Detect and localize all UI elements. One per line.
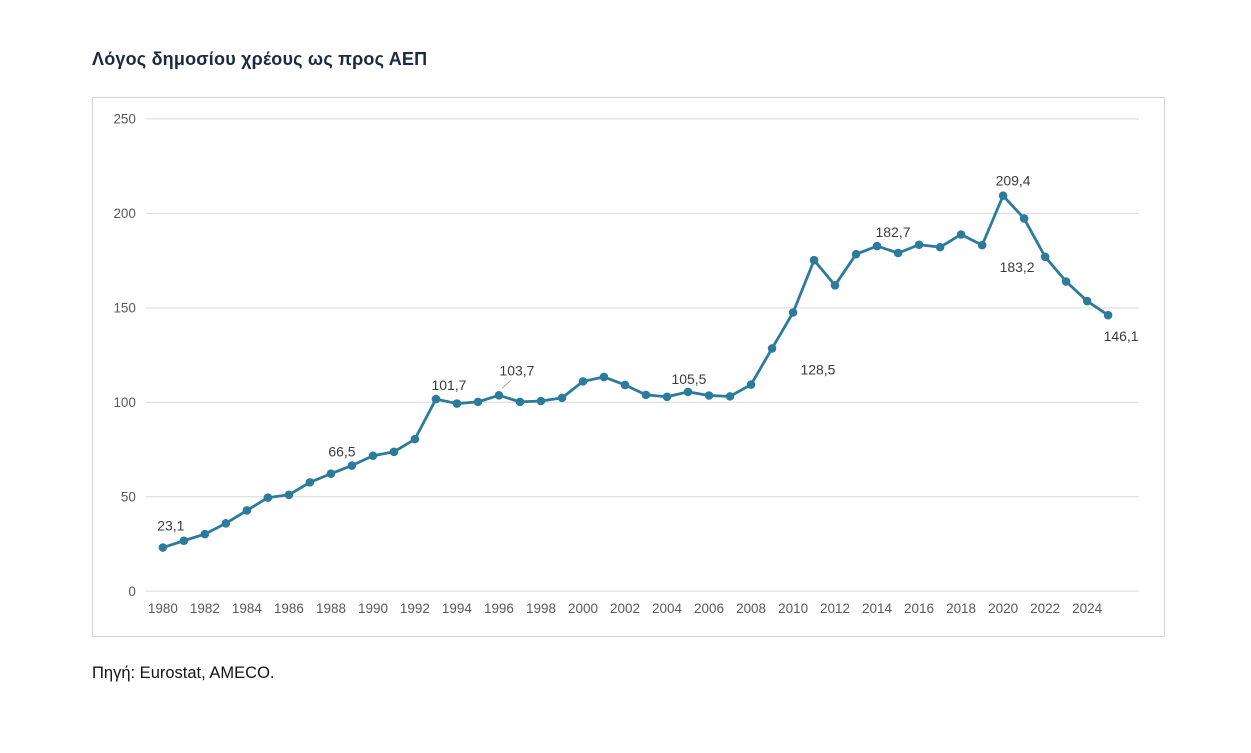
data-point (284, 490, 294, 500)
y-tick-label: 0 (128, 584, 135, 599)
data-point (599, 372, 609, 382)
data-label: 183,2 (1000, 259, 1035, 275)
y-tick-label: 50 (121, 490, 136, 505)
source-note: Πηγή: Eurostat, AMECO. (92, 664, 275, 682)
data-point (200, 529, 210, 539)
data-point (704, 391, 714, 400)
data-point (956, 230, 966, 239)
data-point (557, 393, 567, 403)
data-point (263, 493, 273, 502)
data-point (473, 397, 483, 407)
data-point (788, 308, 798, 317)
data-point (830, 281, 840, 290)
x-tick-label: 1984 (232, 601, 262, 616)
data-point (221, 519, 231, 528)
data-point (998, 191, 1008, 200)
data-label: 105,5 (672, 371, 707, 387)
x-tick-label: 2002 (610, 601, 640, 616)
data-point (158, 543, 168, 552)
data-point (893, 248, 903, 258)
data-point (347, 461, 357, 470)
data-point (578, 377, 588, 386)
data-point (914, 240, 924, 250)
x-tick-label: 1980 (148, 601, 178, 616)
data-point (410, 434, 420, 444)
data-label: 101,7 (431, 377, 466, 393)
x-tick-label: 2022 (1030, 601, 1060, 616)
data-label: 209,4 (996, 173, 1031, 189)
data-point (452, 399, 462, 408)
data-point (431, 394, 441, 404)
label-leader-line (501, 379, 512, 389)
data-label: 66,5 (328, 444, 355, 460)
x-tick-label: 2004 (652, 601, 682, 616)
x-tick-label: 2014 (862, 601, 892, 616)
chart-container: 0 50 100 150 200 250 1980 1982 1984 1986 1988 1990 1… (92, 97, 1165, 637)
y-tick-label: 200 (113, 206, 135, 221)
data-label: 128,5 (800, 361, 835, 377)
x-tick-label: 2020 (988, 601, 1018, 616)
data-label: 23,1 (157, 518, 184, 534)
data-point (1103, 310, 1113, 320)
data-point (1040, 252, 1050, 262)
data-point (935, 242, 945, 252)
x-tick-label: 2008 (736, 601, 766, 616)
chart-title: Λόγος δημοσίου χρέους ως προς ΑΕΠ (92, 49, 428, 69)
x-tick-label: 1988 (316, 601, 346, 616)
y-axis-labels: 0 50 100 150 200 250 (113, 112, 135, 599)
x-tick-label: 2000 (568, 601, 598, 616)
data-point (494, 391, 504, 400)
x-tick-label: 1994 (442, 601, 472, 616)
x-tick-label: 2016 (904, 601, 934, 616)
x-tick-label: 1982 (190, 601, 220, 616)
data-point (620, 380, 630, 390)
data-point (1019, 214, 1029, 223)
y-tick-label: 250 (113, 112, 135, 127)
data-point (725, 392, 735, 401)
data-point (179, 536, 189, 546)
gridlines (145, 118, 1140, 592)
data-point (662, 392, 672, 402)
x-tick-label: 2018 (946, 601, 976, 616)
data-labels: 23,1 66,5 101,7 103,7 105,5 128,5 182,7 183,2 20… (157, 173, 1139, 534)
x-tick-label: 2012 (820, 601, 850, 616)
data-point (977, 240, 987, 250)
data-label: 146,1 (1104, 328, 1139, 344)
data-point (767, 344, 777, 353)
y-tick-label: 100 (113, 395, 135, 410)
data-point (368, 451, 378, 461)
data-point (536, 396, 546, 406)
data-label: 103,7 (499, 362, 534, 378)
data-point (1082, 296, 1092, 306)
x-tick-label: 1996 (484, 601, 514, 616)
x-tick-label: 1990 (358, 601, 388, 616)
x-tick-label: 2010 (778, 601, 808, 616)
data-label: 182,7 (876, 224, 911, 240)
x-tick-label: 1992 (400, 601, 430, 616)
data-point (326, 469, 336, 478)
x-tick-label: 1998 (526, 601, 556, 616)
series-line (161, 194, 1110, 549)
data-point (305, 478, 315, 487)
x-axis-labels: 1980 1982 1984 1986 1988 1990 1992 1994 1996 1998… (148, 601, 1103, 616)
data-point (746, 380, 756, 389)
data-point (809, 255, 819, 265)
data-point (515, 397, 525, 407)
y-tick-label: 150 (113, 301, 135, 316)
x-tick-label: 2024 (1072, 601, 1102, 616)
data-point (641, 390, 651, 400)
x-tick-label: 2006 (694, 601, 724, 616)
data-point (872, 241, 882, 251)
x-tick-label: 1986 (274, 601, 304, 616)
data-point (1061, 277, 1071, 286)
data-point (242, 506, 252, 515)
data-point (851, 249, 861, 259)
data-point (389, 447, 399, 457)
data-points (158, 191, 1113, 552)
data-point (683, 387, 693, 397)
